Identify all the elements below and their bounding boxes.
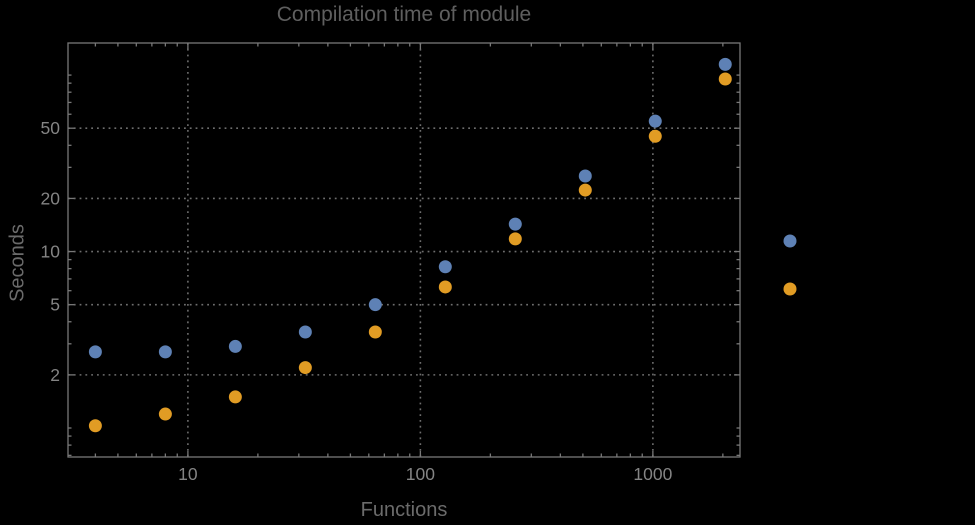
data-point-series-1 bbox=[438, 260, 452, 274]
legend-marker-series-1 bbox=[783, 234, 797, 248]
data-point-series-1 bbox=[228, 339, 242, 353]
y-tick-label: 20 bbox=[41, 188, 61, 208]
data-point-series-2 bbox=[88, 419, 102, 433]
plot-frame bbox=[67, 42, 741, 458]
data-point-series-2 bbox=[508, 232, 522, 246]
data-point-series-1 bbox=[88, 345, 102, 359]
data-point-series-1 bbox=[648, 114, 662, 128]
data-point-series-2 bbox=[158, 407, 172, 421]
data-point-series-2 bbox=[648, 129, 662, 143]
x-axis-label: Functions bbox=[360, 499, 448, 521]
data-point-series-2 bbox=[368, 325, 382, 339]
data-point-series-2 bbox=[718, 72, 732, 86]
data-point-series-1 bbox=[298, 325, 312, 339]
legend-marker-series-2 bbox=[783, 282, 797, 296]
data-point-series-1 bbox=[578, 169, 592, 183]
y-tick-label: 50 bbox=[41, 118, 61, 138]
x-tick-label: 1000 bbox=[633, 464, 672, 484]
x-tick-label: 10 bbox=[178, 464, 198, 484]
y-tick-label: 2 bbox=[50, 365, 60, 385]
data-point-series-1 bbox=[718, 57, 732, 71]
data-point-series-1 bbox=[508, 217, 522, 231]
data-point-series-1 bbox=[158, 345, 172, 359]
data-point-series-2 bbox=[438, 280, 452, 294]
y-tick-label: 10 bbox=[41, 242, 61, 262]
x-tick-label: 100 bbox=[406, 464, 435, 484]
data-point-series-2 bbox=[578, 183, 592, 197]
data-point-series-2 bbox=[228, 390, 242, 404]
chart-title: Compilation time of module bbox=[276, 3, 532, 26]
y-tick-label: 5 bbox=[50, 295, 60, 315]
data-point-series-1 bbox=[368, 298, 382, 312]
data-point-series-2 bbox=[298, 361, 312, 375]
